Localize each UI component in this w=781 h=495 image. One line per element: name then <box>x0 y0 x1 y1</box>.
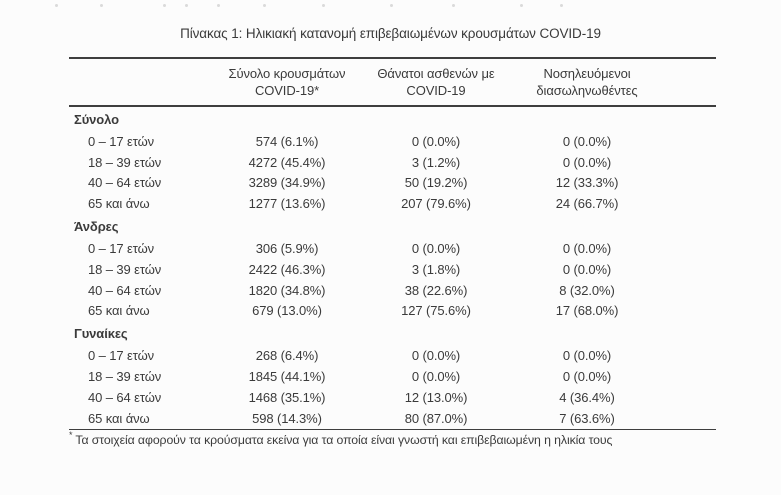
deaths-cell: 0 (0.0%) <box>411 241 461 257</box>
intubated-cell: 4 (36.4%) <box>559 389 615 405</box>
cases-cell: 1845 (44.1%) <box>248 369 326 385</box>
cases-cell: 268 (6.4%) <box>255 348 319 364</box>
cases-cell: 679 (13.0%) <box>252 303 322 319</box>
group-women: Γυναίκες 0 – 17 ετών 268 (6.4%) 0 (0.0%)… <box>69 321 716 428</box>
table-row: 40 – 64 ετών 1820 (34.8%) 38 (22.6%) 8 (… <box>69 280 716 301</box>
table-header-row: Σύνολο κρουσμάτων COVID-19* Θάνατοι ασθε… <box>69 59 716 105</box>
deaths-cell: 0 (0.0%) <box>411 348 461 364</box>
footnote-asterisk: * <box>69 430 73 440</box>
table-row: 0 – 17 ετών 268 (6.4%) 0 (0.0%) 0 (0.0%) <box>69 345 716 366</box>
row-label-cell: 18 – 39 ετών <box>88 154 162 170</box>
cases-cell: 2422 (46.3%) <box>248 261 326 277</box>
header-intubated: Νοσηλευόμενοι διασωληνωθέντες <box>512 66 662 99</box>
deaths-cell: 50 (19.2%) <box>404 175 468 191</box>
table-row: 65 και άνω 598 (14.3%) 80 (87.0%) 7 (63.… <box>69 408 716 429</box>
row-label-cell: 40 – 64 ετών <box>88 282 162 298</box>
table-top-rule <box>69 57 716 59</box>
deaths-cell: 12 (13.0%) <box>404 389 468 405</box>
row-label-cell: 0 – 17 ετών <box>88 241 155 257</box>
intubated-cell: 12 (33.3%) <box>555 175 619 191</box>
cases-cell: 1277 (13.6%) <box>248 196 326 212</box>
intubated-cell: 0 (0.0%) <box>562 348 612 364</box>
group-label: Σύνολο <box>74 112 119 127</box>
intubated-cell: 8 (32.0%) <box>559 282 615 298</box>
table-footnote: * Τα στοιχεία αφορούν τα κρούσματα εκείνα… <box>69 430 729 447</box>
header-cases: Σύνολο κρουσμάτων COVID-19* <box>214 66 360 99</box>
header-deaths: Θάνατοι ασθενών με COVID-19 <box>360 66 512 99</box>
intubated-cell: 0 (0.0%) <box>562 154 612 170</box>
group-total: Σύνολο 0 – 17 ετών 574 (6.1%) 0 (0.0%) 0… <box>69 107 716 214</box>
row-label-cell: 40 – 64 ετών <box>88 175 162 191</box>
intubated-cell: 0 (0.0%) <box>562 241 612 257</box>
footnote-text: Τα στοιχεία αφορούν τα κρούσματα εκείνα … <box>75 433 613 447</box>
table-row: 40 – 64 ετών 1468 (35.1%) 12 (13.0%) 4 (… <box>69 387 716 408</box>
intubated-cell: 0 (0.0%) <box>562 369 612 385</box>
header-deaths-line2: COVID-19 <box>406 82 466 98</box>
cases-cell: 574 (6.1%) <box>255 133 319 149</box>
table-row: 0 – 17 ετών 574 (6.1%) 0 (0.0%) 0 (0.0%) <box>69 131 716 152</box>
row-label-cell: 18 – 39 ετών <box>88 369 162 385</box>
cases-cell: 306 (5.9%) <box>255 241 319 257</box>
intubated-cell: 0 (0.0%) <box>562 133 612 149</box>
header-deaths-line1: Θάνατοι ασθενών με <box>377 66 495 81</box>
row-label-cell: 0 – 17 ετών <box>88 348 155 364</box>
header-intubated-line1: Νοσηλευόμενοι <box>543 66 631 81</box>
data-table: Σύνολο κρουσμάτων COVID-19* Θάνατοι ασθε… <box>69 57 716 430</box>
row-label-cell: 65 και άνω <box>88 196 150 212</box>
cases-cell: 1820 (34.8%) <box>248 282 326 298</box>
deaths-cell: 38 (22.6%) <box>404 282 468 298</box>
table-row: 65 και άνω 1277 (13.6%) 207 (79.6%) 24 (… <box>69 193 716 214</box>
deaths-cell: 0 (0.0%) <box>411 369 461 385</box>
cases-cell: 598 (14.3%) <box>252 410 322 426</box>
cases-cell: 3289 (34.9%) <box>248 175 326 191</box>
table-row: 65 και άνω 679 (13.0%) 127 (75.6%) 17 (6… <box>69 301 716 322</box>
header-cases-line2: COVID-19* <box>254 82 320 98</box>
table-row: 18 – 39 ετών 2422 (46.3%) 3 (1.8%) 0 (0.… <box>69 259 716 280</box>
group-men: Άνδρες 0 – 17 ετών 306 (5.9%) 0 (0.0%) 0… <box>69 214 716 321</box>
row-label-cell: 0 – 17 ετών <box>88 133 155 149</box>
row-label-cell: 65 και άνω <box>88 303 150 319</box>
cases-cell: 4272 (45.4%) <box>248 154 326 170</box>
table-bottom-rule <box>69 428 716 430</box>
header-spacer <box>69 66 214 99</box>
table-row: 0 – 17 ετών 306 (5.9%) 0 (0.0%) 0 (0.0%) <box>69 238 716 259</box>
header-cases-line1: Σύνολο κρουσμάτων <box>228 66 346 81</box>
cropped-text-remnant <box>0 2 781 8</box>
intubated-cell: 7 (63.6%) <box>559 410 615 426</box>
row-label-cell: 65 και άνω <box>88 410 150 426</box>
table-header-rule <box>69 105 716 107</box>
table-title: Πίνακας 1: Ηλικιακή κατανομή επιβεβαιωμέ… <box>180 26 601 41</box>
intubated-cell: 0 (0.0%) <box>562 261 612 277</box>
intubated-cell: 24 (66.7%) <box>555 196 619 212</box>
deaths-cell: 0 (0.0%) <box>411 133 461 149</box>
row-label-cell: 40 – 64 ετών <box>88 389 162 405</box>
header-intubated-line2: διασωληνωθέντες <box>536 82 638 98</box>
deaths-cell: 127 (75.6%) <box>401 303 471 319</box>
intubated-cell: 17 (68.0%) <box>555 303 619 319</box>
cases-cell: 1468 (35.1%) <box>248 389 326 405</box>
table-row: 18 – 39 ετών 4272 (45.4%) 3 (1.2%) 0 (0.… <box>69 152 716 173</box>
deaths-cell: 3 (1.2%) <box>411 154 461 170</box>
deaths-cell: 3 (1.8%) <box>411 261 461 277</box>
deaths-cell: 80 (87.0%) <box>404 410 468 426</box>
group-label: Άνδρες <box>74 219 119 235</box>
row-label-cell: 18 – 39 ετών <box>88 261 162 277</box>
table-row: 18 – 39 ετών 1845 (44.1%) 0 (0.0%) 0 (0.… <box>69 366 716 387</box>
table-row: 40 – 64 ετών 3289 (34.9%) 50 (19.2%) 12 … <box>69 173 716 194</box>
group-label: Γυναίκες <box>74 326 128 342</box>
deaths-cell: 207 (79.6%) <box>401 196 471 212</box>
